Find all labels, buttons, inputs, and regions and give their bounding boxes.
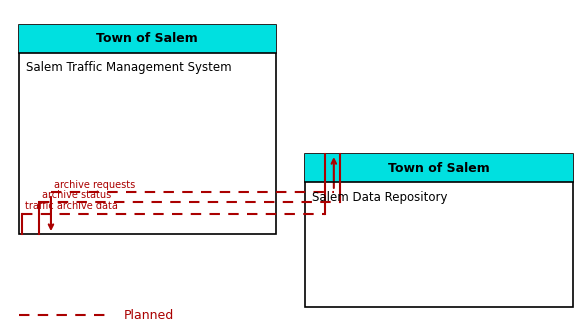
Text: Town of Salem: Town of Salem [388,162,490,175]
Text: Planned: Planned [124,309,174,322]
Text: archive status: archive status [42,190,111,200]
Text: Salem Data Repository: Salem Data Repository [312,191,447,204]
Text: archive requests: archive requests [54,180,135,190]
Text: Town of Salem: Town of Salem [96,32,198,45]
Text: traffic archive data: traffic archive data [25,201,118,211]
Bar [305,154,573,307]
Bar [19,25,275,234]
Text: Salem Traffic Management System: Salem Traffic Management System [26,61,231,74]
Bar [19,25,275,53]
Bar [305,154,573,183]
